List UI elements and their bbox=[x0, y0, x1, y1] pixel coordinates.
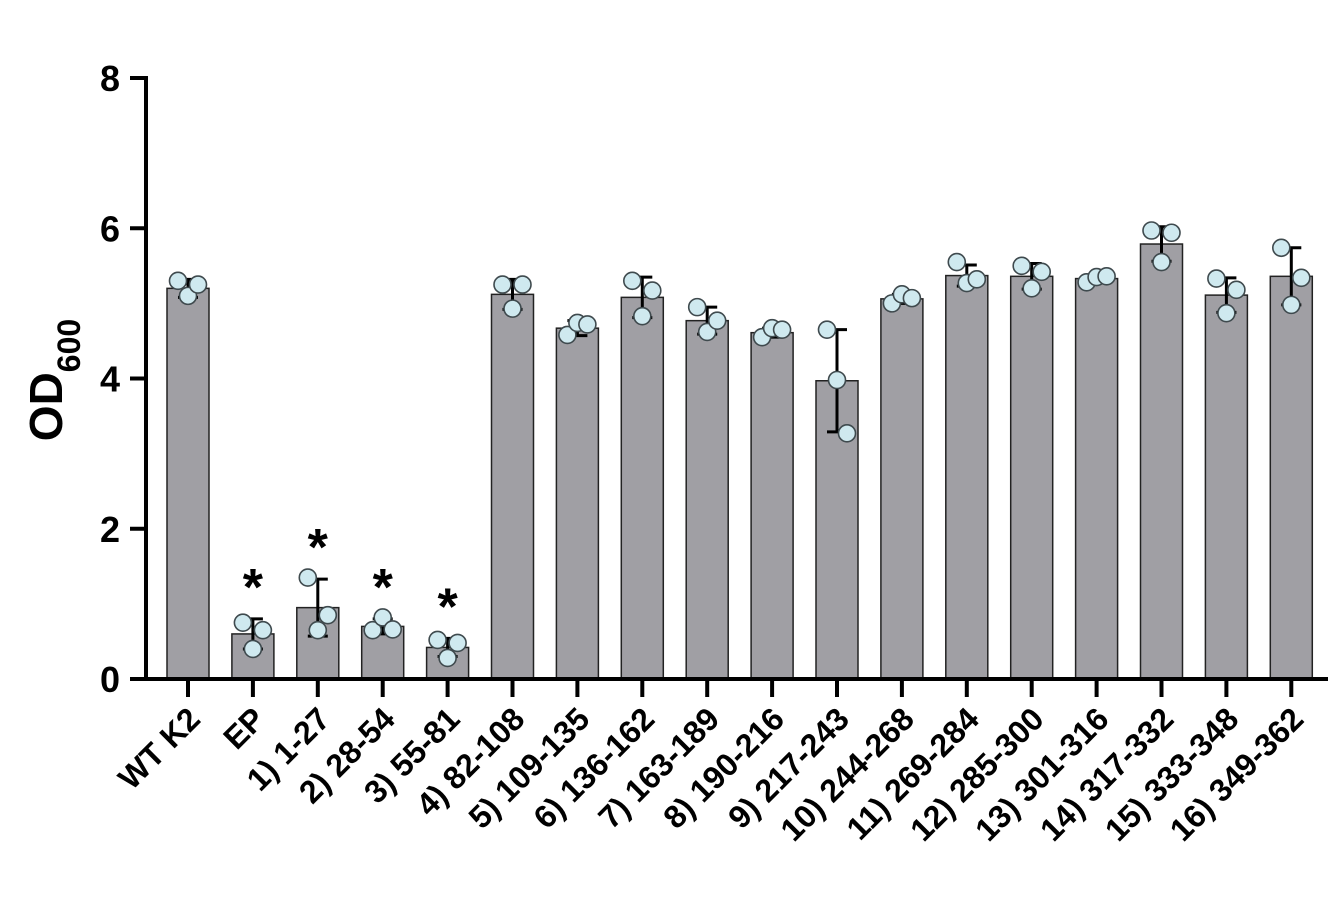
y-axis-label: OD600 bbox=[20, 319, 87, 441]
data-point-1-1 bbox=[243, 639, 263, 659]
data-point-12-0 bbox=[947, 252, 967, 272]
data-point-3-0 bbox=[363, 620, 383, 640]
data-point-17-1 bbox=[1282, 295, 1301, 315]
data-point-15-0 bbox=[1142, 221, 1161, 240]
data-point-1-0 bbox=[233, 613, 253, 632]
data-point-13-1 bbox=[1022, 279, 1041, 298]
y-tick-label-8: 8 bbox=[100, 58, 120, 99]
significance-marker-3: * bbox=[373, 559, 394, 617]
data-point-5-1 bbox=[503, 299, 522, 318]
bar-15 bbox=[1139, 243, 1184, 680]
bar-6 bbox=[555, 327, 600, 680]
bar-8 bbox=[685, 319, 729, 680]
data-point-0-0 bbox=[168, 271, 188, 291]
data-point-2-2 bbox=[318, 605, 338, 625]
data-point-13-0 bbox=[1012, 256, 1032, 276]
data-point-16-2 bbox=[1227, 280, 1246, 300]
bar-5 bbox=[490, 293, 535, 680]
bar-9 bbox=[750, 331, 794, 680]
axes-layer bbox=[130, 76, 1328, 697]
data-point-8-2 bbox=[707, 311, 727, 330]
data-point-14-2 bbox=[1097, 267, 1116, 286]
y-tick-label-2: 2 bbox=[100, 509, 120, 550]
data-point-10-0 bbox=[817, 320, 837, 339]
data-point-3-1 bbox=[373, 608, 393, 627]
data-point-10-2 bbox=[837, 424, 857, 443]
data-point-8-0 bbox=[687, 297, 707, 317]
data-point-17-2 bbox=[1292, 268, 1311, 288]
data-point-0-2 bbox=[188, 275, 208, 294]
data-point-15-1 bbox=[1152, 252, 1171, 272]
bar-7 bbox=[620, 296, 665, 680]
data-point-4-2 bbox=[448, 633, 467, 653]
data-point-16-1 bbox=[1217, 303, 1236, 323]
data-point-11-2 bbox=[902, 288, 922, 308]
y-tick-label-6: 6 bbox=[100, 208, 120, 249]
data-point-2-0 bbox=[298, 568, 318, 587]
bar-13 bbox=[1009, 275, 1054, 680]
data-point-17-0 bbox=[1272, 238, 1291, 258]
data-point-3-2 bbox=[383, 620, 403, 639]
data-point-16-0 bbox=[1207, 269, 1226, 288]
error-bars-layer bbox=[178, 225, 1302, 658]
data-point-1-2 bbox=[253, 620, 273, 640]
significance-marker-1: * bbox=[243, 559, 264, 617]
data-point-5-0 bbox=[493, 275, 512, 294]
data-point-6-2 bbox=[578, 315, 597, 334]
data-point-15-2 bbox=[1162, 223, 1181, 243]
y-tick-label-0: 0 bbox=[100, 659, 120, 700]
significance-marker-4: * bbox=[437, 578, 458, 636]
data-point-9-2 bbox=[772, 320, 792, 339]
data-point-4-1 bbox=[438, 648, 457, 668]
bar-0 bbox=[166, 287, 210, 680]
data-point-12-2 bbox=[967, 270, 987, 289]
data-point-6-0 bbox=[558, 325, 577, 345]
data-point-5-2 bbox=[513, 275, 532, 294]
bars-layer bbox=[166, 243, 1314, 680]
bar-16 bbox=[1204, 294, 1249, 680]
bar-11 bbox=[880, 298, 924, 680]
data-point-7-2 bbox=[642, 281, 662, 300]
bar-17 bbox=[1269, 275, 1314, 680]
data-point-4-0 bbox=[428, 630, 447, 650]
points-layer bbox=[168, 221, 1311, 668]
data-point-13-2 bbox=[1032, 262, 1051, 282]
y-tick-label-4: 4 bbox=[100, 359, 120, 400]
x-tick-label-0: WT K2 bbox=[111, 700, 207, 796]
data-point-10-1 bbox=[827, 370, 847, 390]
bar-14 bbox=[1074, 277, 1119, 680]
data-point-7-1 bbox=[632, 306, 652, 326]
bar-12 bbox=[945, 274, 989, 680]
data-point-2-1 bbox=[308, 620, 328, 640]
data-point-7-0 bbox=[622, 271, 642, 291]
significance-marker-2: * bbox=[308, 519, 329, 577]
